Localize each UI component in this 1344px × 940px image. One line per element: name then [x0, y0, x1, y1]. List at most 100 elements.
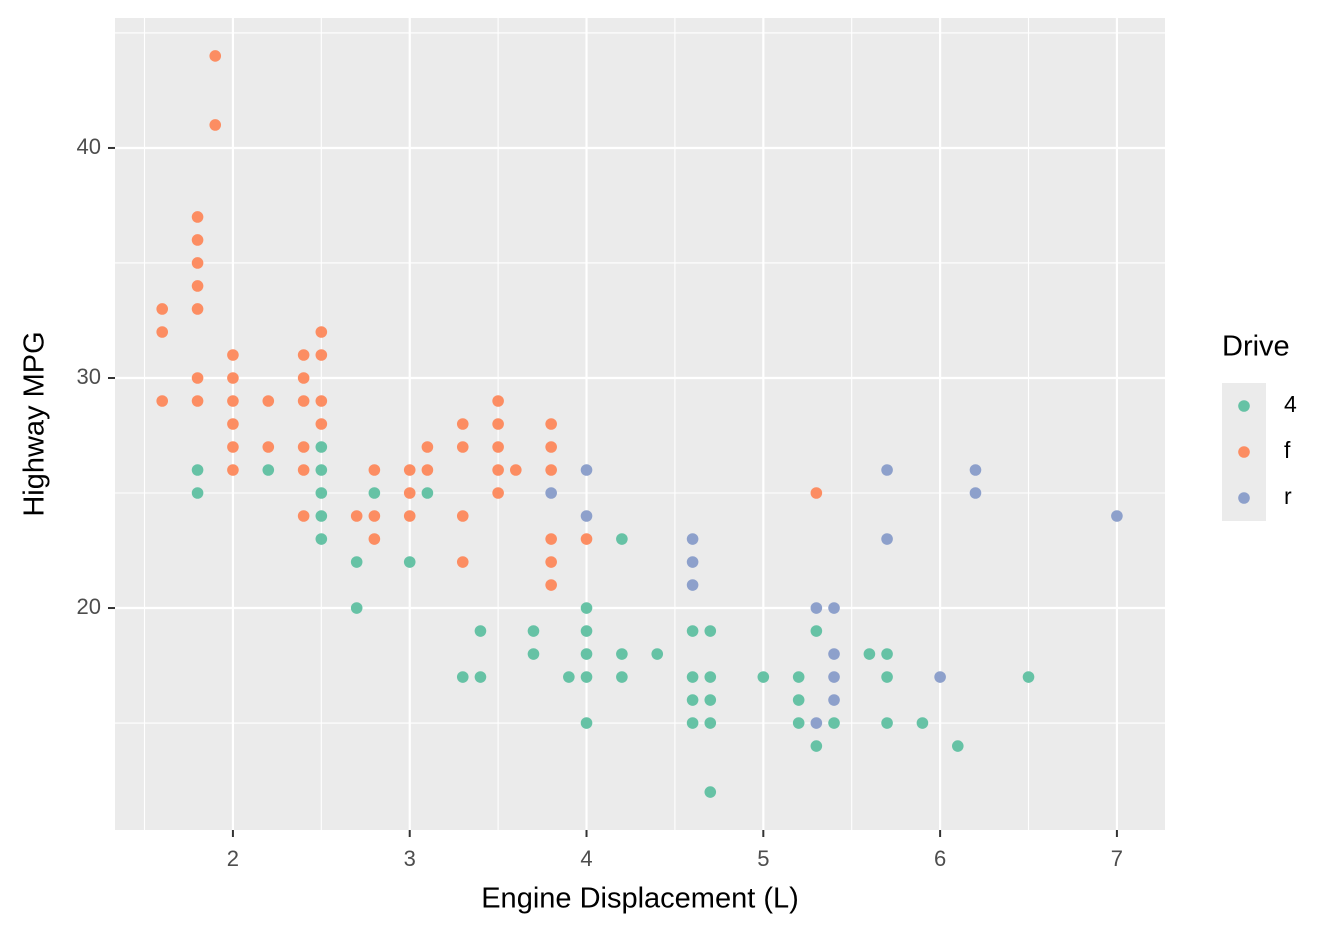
point: [350, 556, 363, 568]
x-tick-label: 2: [227, 846, 239, 871]
point: [563, 671, 575, 683]
point: [969, 464, 982, 476]
point: [686, 717, 699, 729]
legend-key: [1238, 400, 1250, 412]
point: [527, 648, 540, 660]
point: [456, 671, 469, 683]
point: [492, 441, 504, 453]
point: [1111, 510, 1123, 522]
point: [456, 418, 469, 430]
panel-background: [115, 18, 1165, 830]
point: [227, 372, 239, 384]
point: [969, 487, 982, 499]
y-axis-title: Highway MPG: [19, 331, 51, 516]
point: [421, 464, 434, 476]
point: [209, 50, 222, 62]
point: [580, 625, 593, 637]
point: [315, 395, 328, 407]
point: [403, 510, 416, 522]
point: [227, 418, 239, 430]
point: [545, 487, 557, 499]
point: [191, 211, 204, 223]
point: [509, 464, 522, 476]
point: [191, 464, 204, 476]
point: [492, 464, 504, 476]
point: [403, 464, 416, 476]
point: [580, 464, 593, 476]
point: [315, 464, 328, 476]
point: [456, 441, 469, 453]
point: [545, 418, 557, 430]
point: [810, 740, 823, 752]
point: [297, 349, 310, 361]
point: [403, 487, 416, 499]
point: [580, 671, 593, 683]
point: [545, 464, 557, 476]
point: [792, 694, 805, 706]
legend-label: r: [1284, 483, 1292, 509]
x-axis-title: Engine Displacement (L): [481, 883, 799, 915]
point: [191, 257, 204, 269]
point: [350, 602, 363, 614]
point: [227, 441, 239, 453]
x-tick-label: 3: [404, 846, 416, 871]
point: [315, 418, 328, 430]
axes: 2 3 4 5 6 7 20 30 40: [77, 134, 1124, 871]
point: [704, 786, 717, 798]
point: [863, 648, 876, 660]
point: [474, 625, 487, 637]
point: [580, 533, 593, 545]
point: [828, 671, 840, 683]
point: [297, 395, 310, 407]
point: [580, 717, 593, 729]
legend-label: f: [1284, 437, 1291, 463]
point: [580, 648, 593, 660]
legend-label: 4: [1284, 391, 1297, 417]
x-tick-label: 6: [934, 846, 946, 871]
point: [315, 533, 328, 545]
point: [704, 625, 717, 637]
point: [262, 395, 275, 407]
point: [828, 602, 840, 614]
point: [1022, 671, 1035, 683]
point: [704, 694, 717, 706]
point: [686, 556, 699, 568]
x-tick-label: 4: [580, 846, 592, 871]
point: [580, 602, 593, 614]
point: [297, 441, 310, 453]
point: [686, 694, 699, 706]
point: [456, 556, 469, 568]
point: [492, 487, 504, 499]
legend-title: Drive: [1222, 331, 1290, 363]
point: [315, 349, 328, 361]
point: [881, 464, 893, 476]
point: [297, 510, 310, 522]
point: [262, 464, 275, 476]
point: [403, 556, 416, 568]
point: [757, 671, 770, 683]
point: [492, 418, 504, 430]
legend-key: [1238, 446, 1250, 458]
point: [881, 717, 893, 729]
point: [227, 395, 239, 407]
points: [156, 50, 1123, 798]
point: [881, 533, 893, 545]
point: [191, 372, 204, 384]
point: [368, 533, 381, 545]
y-tick-label: 30: [77, 364, 101, 389]
point: [616, 533, 628, 545]
point: [951, 740, 964, 752]
point: [828, 648, 840, 660]
point: [191, 487, 204, 499]
point: [368, 487, 381, 499]
point: [350, 510, 363, 522]
point: [704, 671, 717, 683]
point: [828, 717, 840, 729]
point: [828, 694, 840, 706]
point: [792, 671, 805, 683]
point: [191, 234, 204, 246]
point: [421, 487, 434, 499]
point: [227, 464, 239, 476]
point: [456, 510, 469, 522]
